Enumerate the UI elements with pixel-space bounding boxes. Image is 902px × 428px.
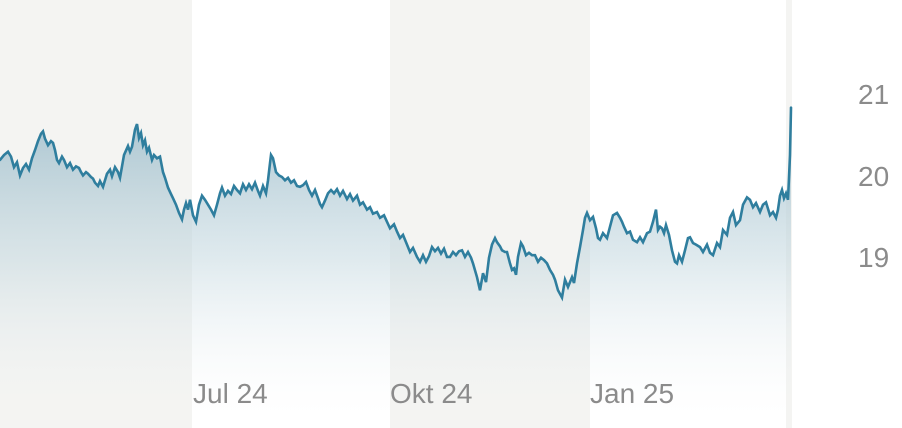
y-axis-label: 19	[858, 242, 890, 273]
price-line	[0, 106, 793, 302]
y-axis-label: 21	[858, 79, 890, 110]
x-axis-label: Jan 25	[590, 378, 675, 409]
x-axis-label: Jul 24	[193, 378, 268, 409]
y-axis-label: 20	[858, 161, 890, 192]
x-axis-label: Okt 24	[390, 378, 473, 409]
area-fill	[0, 107, 791, 428]
